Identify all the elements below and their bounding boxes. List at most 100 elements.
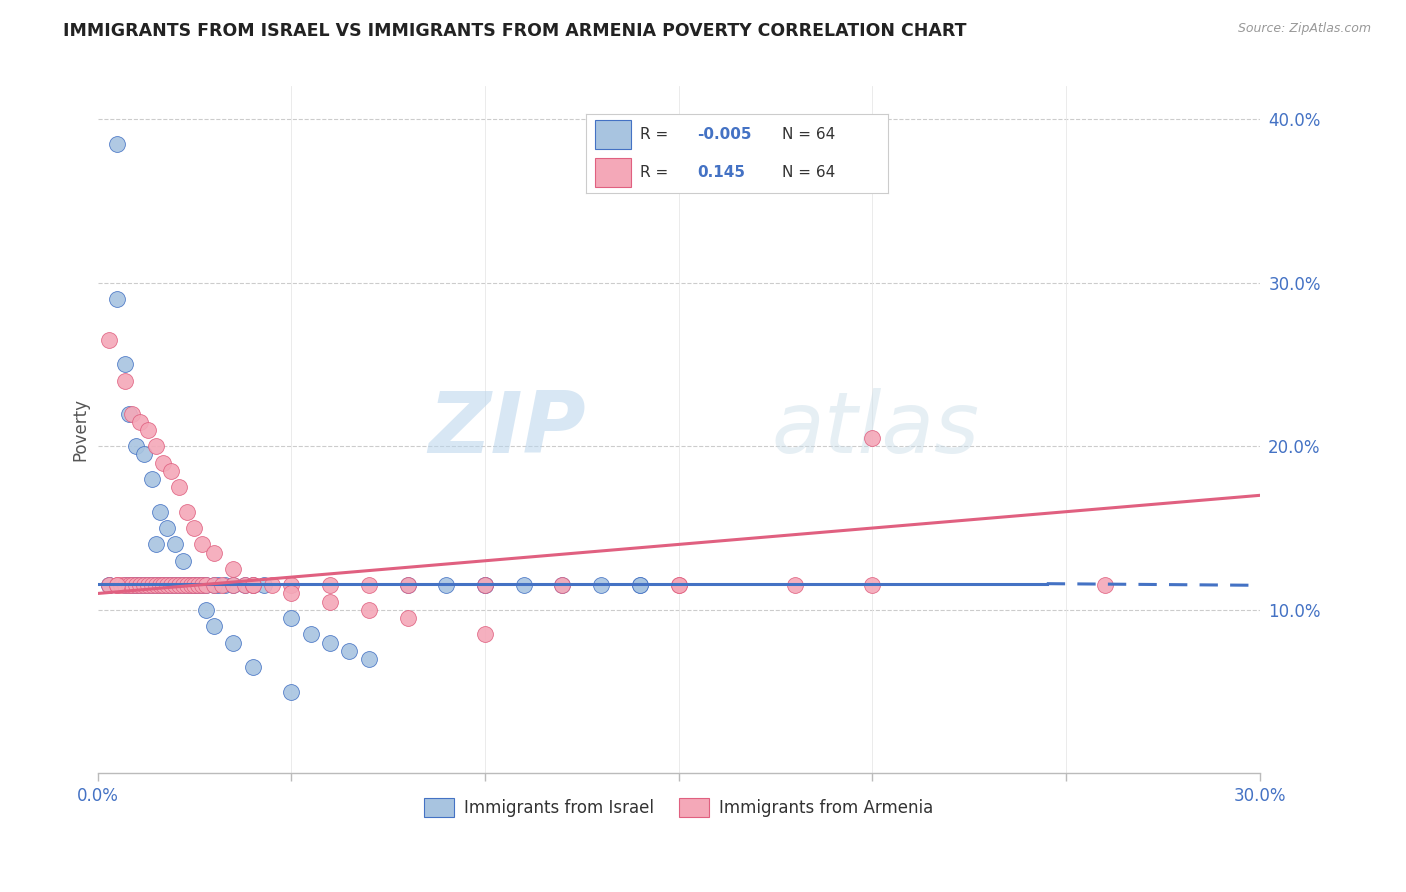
Point bbox=[474, 578, 496, 592]
Point bbox=[195, 578, 218, 592]
Text: IMMIGRANTS FROM ISRAEL VS IMMIGRANTS FROM ARMENIA POVERTY CORRELATION CHART: IMMIGRANTS FROM ISRAEL VS IMMIGRANTS FRO… bbox=[63, 22, 967, 40]
Point bbox=[145, 578, 167, 592]
Point bbox=[396, 578, 419, 592]
Point bbox=[105, 292, 128, 306]
Point bbox=[434, 578, 457, 592]
Point bbox=[148, 578, 170, 592]
Point bbox=[167, 480, 190, 494]
Point bbox=[183, 578, 205, 592]
Point bbox=[176, 578, 198, 592]
Point bbox=[628, 578, 651, 592]
Point bbox=[551, 578, 574, 592]
Point bbox=[396, 611, 419, 625]
Point bbox=[148, 505, 170, 519]
Point bbox=[319, 578, 342, 592]
Point bbox=[668, 578, 690, 592]
Point bbox=[551, 578, 574, 592]
Point bbox=[862, 431, 884, 445]
Point bbox=[145, 439, 167, 453]
Point bbox=[141, 578, 163, 592]
Point bbox=[214, 578, 236, 592]
Point bbox=[141, 578, 163, 592]
Text: Source: ZipAtlas.com: Source: ZipAtlas.com bbox=[1237, 22, 1371, 36]
Point bbox=[242, 660, 264, 674]
Point bbox=[156, 578, 179, 592]
Point bbox=[160, 464, 183, 478]
Point bbox=[172, 554, 194, 568]
Point bbox=[253, 578, 276, 592]
Point bbox=[141, 472, 163, 486]
Point bbox=[105, 136, 128, 151]
Text: atlas: atlas bbox=[772, 388, 980, 471]
Point bbox=[513, 578, 536, 592]
Point bbox=[202, 619, 225, 633]
Point bbox=[862, 578, 884, 592]
Point bbox=[121, 578, 143, 592]
Point bbox=[202, 545, 225, 559]
Point bbox=[145, 578, 167, 592]
Point bbox=[195, 603, 218, 617]
Point bbox=[357, 578, 380, 592]
Point bbox=[165, 578, 187, 592]
Point bbox=[121, 578, 143, 592]
Point bbox=[148, 578, 170, 592]
Point bbox=[222, 562, 245, 576]
Point bbox=[1094, 578, 1116, 592]
Point bbox=[114, 358, 136, 372]
Point bbox=[152, 456, 174, 470]
Point bbox=[117, 407, 139, 421]
Point bbox=[136, 423, 159, 437]
Point bbox=[280, 586, 302, 600]
Point bbox=[125, 578, 148, 592]
Point bbox=[195, 578, 218, 592]
Point bbox=[156, 578, 179, 592]
Point bbox=[319, 595, 342, 609]
Point bbox=[136, 578, 159, 592]
Point bbox=[132, 447, 155, 461]
Point bbox=[165, 537, 187, 551]
Point bbox=[105, 578, 128, 592]
Point bbox=[125, 439, 148, 453]
Point bbox=[233, 578, 256, 592]
Point bbox=[160, 578, 183, 592]
Point bbox=[191, 578, 214, 592]
Point bbox=[191, 537, 214, 551]
Point bbox=[114, 374, 136, 388]
Point bbox=[474, 578, 496, 592]
Point bbox=[260, 578, 283, 592]
Point bbox=[187, 578, 209, 592]
Point bbox=[129, 578, 152, 592]
Point bbox=[280, 611, 302, 625]
Point bbox=[474, 578, 496, 592]
Point bbox=[129, 578, 152, 592]
Point bbox=[129, 415, 152, 429]
Point bbox=[280, 578, 302, 592]
Point bbox=[591, 578, 613, 592]
Point bbox=[114, 578, 136, 592]
Point bbox=[183, 578, 205, 592]
Text: ZIP: ZIP bbox=[427, 388, 586, 471]
Point bbox=[172, 578, 194, 592]
Point bbox=[191, 578, 214, 592]
Point bbox=[105, 578, 128, 592]
Point bbox=[242, 578, 264, 592]
Point bbox=[165, 578, 187, 592]
Point bbox=[125, 578, 148, 592]
Point bbox=[207, 578, 229, 592]
Point bbox=[222, 578, 245, 592]
Point bbox=[132, 578, 155, 592]
Point bbox=[98, 578, 121, 592]
Point bbox=[98, 578, 121, 592]
Point bbox=[357, 603, 380, 617]
Point bbox=[299, 627, 322, 641]
Point bbox=[396, 578, 419, 592]
Point bbox=[152, 578, 174, 592]
Point bbox=[242, 578, 264, 592]
Point bbox=[176, 578, 198, 592]
Point bbox=[152, 578, 174, 592]
Point bbox=[160, 578, 183, 592]
Point bbox=[628, 578, 651, 592]
Point bbox=[121, 407, 143, 421]
Point bbox=[222, 578, 245, 592]
Point bbox=[172, 578, 194, 592]
